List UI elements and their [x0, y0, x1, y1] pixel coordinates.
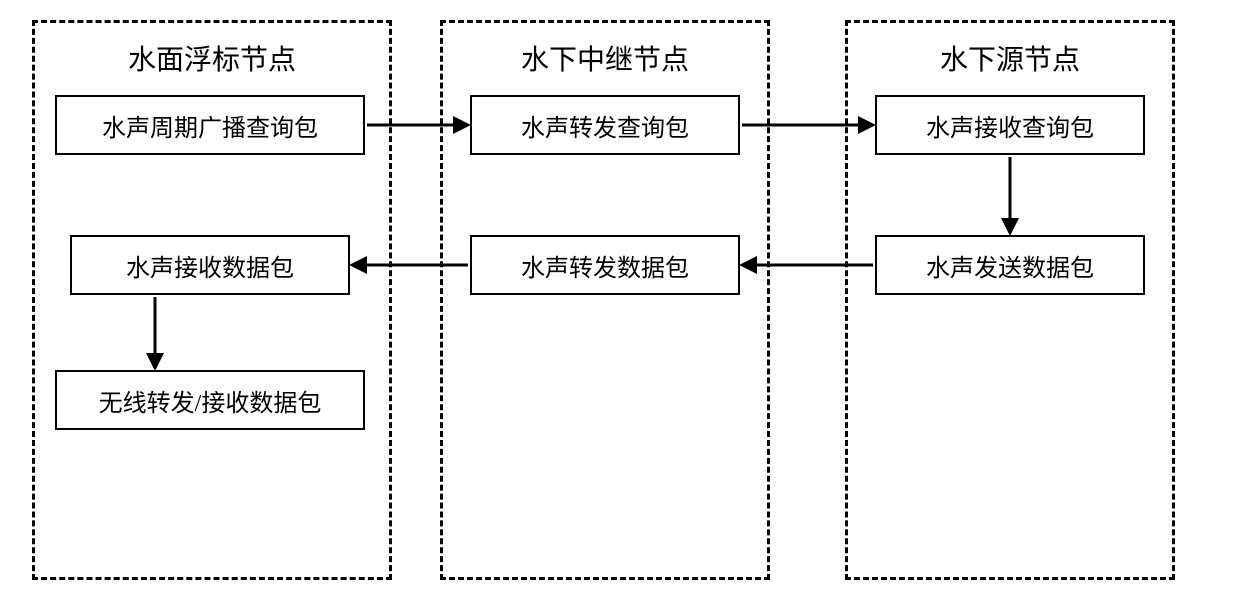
node-label: 水声转发数据包	[521, 248, 689, 283]
node-acoustic-forward-query: 水声转发查询包	[470, 95, 740, 155]
node-acoustic-receive-query: 水声接收查询包	[875, 95, 1145, 155]
node-acoustic-forward-data: 水声转发数据包	[470, 235, 740, 295]
node-acoustic-send-data: 水声发送数据包	[875, 235, 1145, 295]
group-title: 水面浮标节点	[35, 38, 389, 78]
group-title: 水下中继节点	[443, 38, 767, 78]
node-acoustic-periodic-broadcast-query: 水声周期广播查询包	[55, 95, 365, 155]
node-label: 水声接收数据包	[126, 248, 294, 283]
node-wireless-forward-receive-data: 无线转发/接收数据包	[55, 370, 365, 430]
node-label: 水声周期广播查询包	[102, 108, 318, 143]
node-acoustic-receive-data: 水声接收数据包	[70, 235, 350, 295]
diagram-canvas: 水面浮标节点 水下中继节点 水下源节点 水声周期广播查询包 水声转发查询包 水声…	[0, 0, 1240, 597]
node-label: 水声接收查询包	[926, 108, 1094, 143]
node-label: 无线转发/接收数据包	[99, 383, 322, 418]
node-label: 水声发送数据包	[926, 248, 1094, 283]
group-title: 水下源节点	[848, 38, 1172, 78]
node-label: 水声转发查询包	[521, 108, 689, 143]
